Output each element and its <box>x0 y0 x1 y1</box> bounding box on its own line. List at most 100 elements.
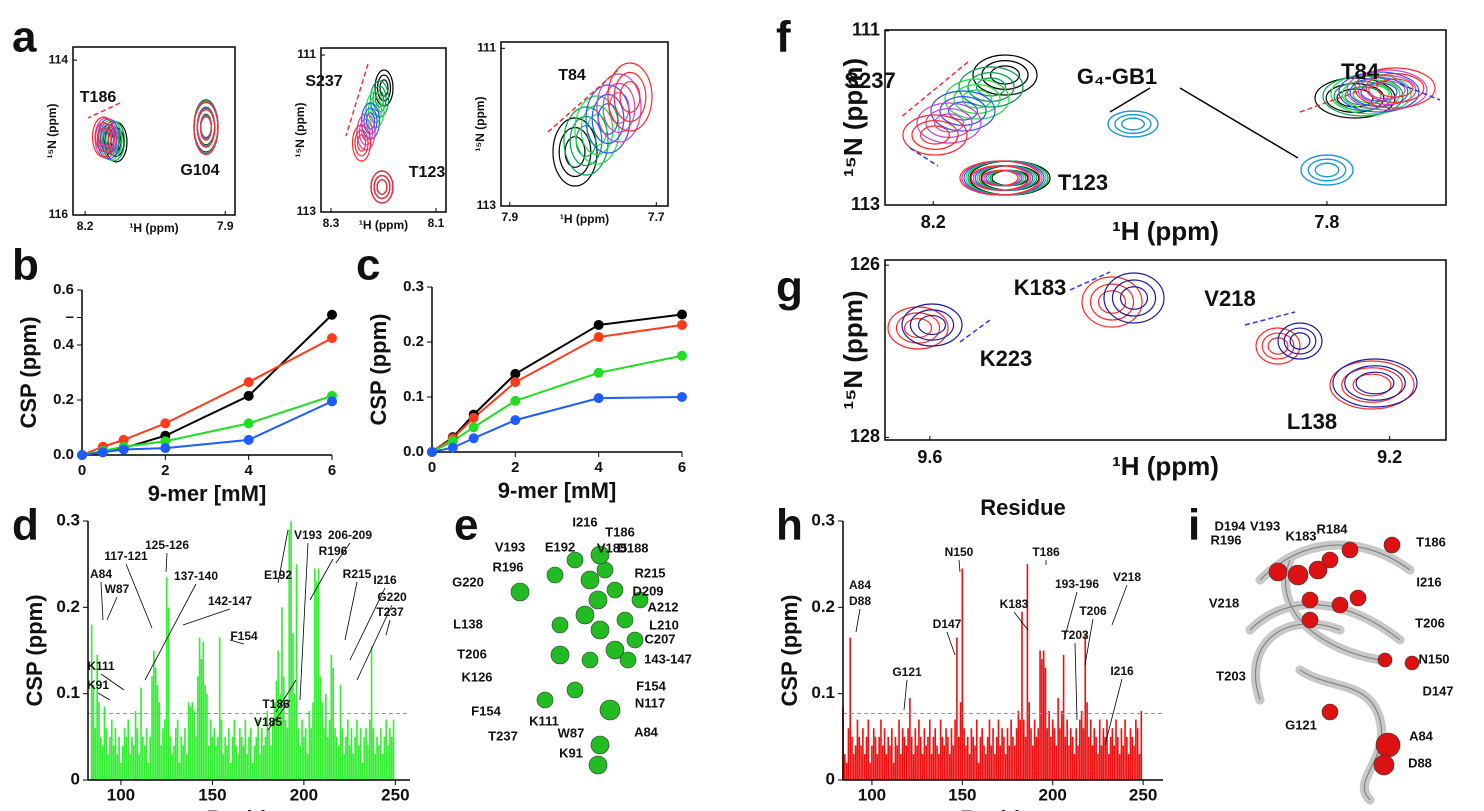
bar <box>843 754 846 780</box>
bar <box>1041 659 1043 780</box>
x-axis-label: Residue <box>206 806 292 811</box>
contour <box>1277 322 1323 360</box>
peak-label: T84 <box>1341 59 1380 84</box>
bar <box>94 728 97 780</box>
contour <box>959 160 1041 196</box>
bar <box>853 754 855 780</box>
bar <box>914 728 917 780</box>
x-tick-label: 0 <box>78 462 86 479</box>
residue-sphere <box>1349 589 1367 607</box>
bar <box>293 693 296 780</box>
residue-sphere <box>605 640 625 660</box>
y-tick-label: 0 <box>826 769 835 788</box>
residue-sphere <box>566 681 584 699</box>
bar <box>1116 736 1119 780</box>
bar <box>1115 719 1117 780</box>
bar <box>909 697 911 780</box>
y-tick-label: 113 <box>477 198 497 212</box>
bar <box>854 745 857 780</box>
contour <box>916 102 982 144</box>
leader-line <box>277 529 289 584</box>
residue-sphere <box>1383 536 1401 554</box>
residue-label: F154 <box>636 678 666 693</box>
bar <box>923 728 926 780</box>
bar <box>244 719 247 780</box>
leader-line <box>1111 584 1128 626</box>
x-tick-label: 9.6 <box>917 447 942 467</box>
arrow <box>1399 83 1441 101</box>
bar <box>105 728 108 780</box>
leader-line <box>100 673 125 691</box>
bar <box>260 728 263 780</box>
bar <box>154 667 157 780</box>
bar <box>367 745 369 780</box>
contour <box>1332 358 1418 408</box>
bar <box>905 745 908 780</box>
contour <box>1121 117 1145 131</box>
bar <box>1113 745 1115 780</box>
bar <box>885 754 888 780</box>
bar <box>947 736 949 780</box>
leader-line <box>356 604 393 681</box>
contour <box>374 90 385 108</box>
residue-label: 193-196 <box>1055 577 1099 591</box>
contour <box>1255 327 1301 365</box>
bar <box>140 687 142 780</box>
residue-label: G220 <box>377 590 407 604</box>
y-tick-label: 116 <box>49 207 69 221</box>
bar <box>383 736 386 780</box>
contour <box>958 66 1024 108</box>
y-tick-label: 0.2 <box>53 391 74 408</box>
bar <box>1024 736 1027 780</box>
bar <box>1077 745 1079 780</box>
bar <box>1044 667 1047 780</box>
bar <box>1004 754 1007 780</box>
bar <box>374 754 377 780</box>
leader-line <box>100 581 104 621</box>
residue-label: 117-121 <box>104 549 148 563</box>
residue-label: R215 <box>343 567 372 581</box>
residue-label: N150 <box>1418 651 1449 666</box>
bar <box>233 719 236 780</box>
point <box>118 434 129 445</box>
residue-label: 125-126 <box>145 538 189 552</box>
residue-sphere <box>596 561 614 579</box>
bar <box>965 745 967 780</box>
bar <box>994 754 996 780</box>
bar <box>1008 745 1011 780</box>
point <box>510 368 521 379</box>
bar <box>1124 719 1126 780</box>
residue-label: 142-147 <box>208 594 252 608</box>
bar <box>101 745 104 780</box>
residue-sphere <box>550 645 570 665</box>
bar <box>131 736 133 780</box>
residue-label: K91 <box>87 678 109 692</box>
bar <box>308 710 311 780</box>
bar <box>941 736 944 780</box>
bar <box>174 728 177 780</box>
bar <box>930 754 933 780</box>
contour <box>607 62 653 132</box>
residue-label: F154 <box>230 629 258 643</box>
bar <box>916 745 918 780</box>
bar <box>184 728 186 780</box>
x-tick-label: 100 <box>858 785 886 804</box>
leader-line <box>275 679 297 713</box>
leader-line <box>106 596 118 621</box>
residue-sphere <box>1301 591 1319 609</box>
bar <box>945 728 947 780</box>
bar <box>1107 754 1110 780</box>
panel-label: f <box>776 13 791 62</box>
residue-label: G121 <box>1285 717 1317 732</box>
residue-label: E192 <box>545 539 575 554</box>
y-tick-label: 128 <box>850 426 880 446</box>
leader-line <box>385 619 391 636</box>
bar <box>1120 728 1123 780</box>
residue-label: K126 <box>461 669 492 684</box>
x-tick-label: 150 <box>948 785 976 804</box>
point <box>593 332 604 343</box>
bar <box>341 728 344 780</box>
bar <box>193 710 195 780</box>
bar <box>889 745 891 780</box>
residue-label: R196 <box>492 559 523 574</box>
